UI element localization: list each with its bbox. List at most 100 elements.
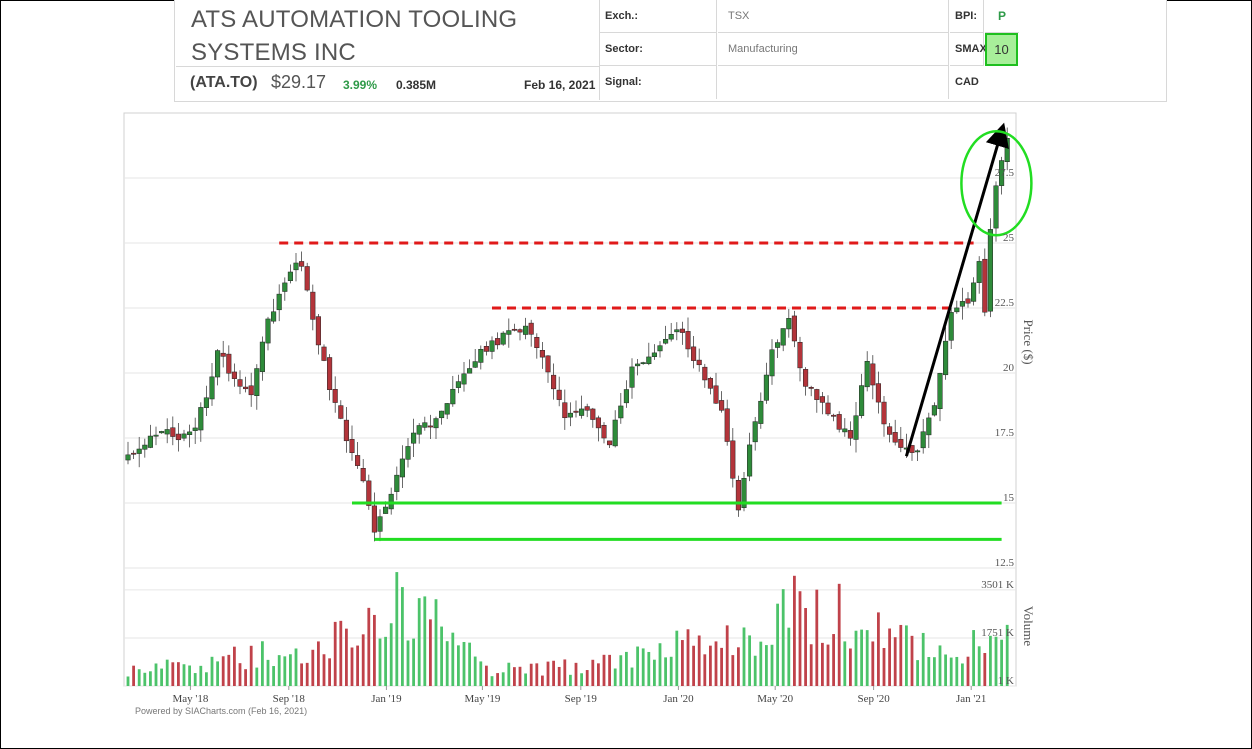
volume-bar xyxy=(787,627,791,686)
candle-body xyxy=(220,352,226,357)
candle-body xyxy=(875,383,881,403)
bpi-value: P xyxy=(985,0,1019,33)
candle-body xyxy=(416,425,422,435)
volume-bar xyxy=(619,655,623,686)
volume-bar xyxy=(266,659,270,686)
volume-bar xyxy=(311,649,315,686)
candle-body xyxy=(892,432,898,443)
candle-body xyxy=(562,402,568,419)
date-tick-label: Sep '19 xyxy=(565,693,598,705)
volume-bar xyxy=(205,672,208,686)
volume-bar xyxy=(513,667,516,686)
price-axis-ticks: 12.5 15 17.5 20 22.5 25 27.5 xyxy=(995,167,1015,569)
volume-bar xyxy=(160,668,163,686)
volume-bar xyxy=(137,669,141,686)
volume-bar xyxy=(815,589,819,686)
candle-body xyxy=(730,440,736,479)
candle-body xyxy=(556,389,562,400)
candle-body xyxy=(590,408,596,420)
candle-body xyxy=(360,468,366,482)
volume-bar xyxy=(597,663,600,686)
candle-body xyxy=(506,330,512,335)
volume-bar xyxy=(468,642,471,686)
volume-bar xyxy=(227,654,231,686)
date-tick-label: Jan '19 xyxy=(371,693,402,705)
volume-bar xyxy=(681,640,684,686)
volume-bar xyxy=(636,646,639,686)
volume-bar xyxy=(709,645,712,686)
volume-bar xyxy=(501,672,505,686)
volume-bar xyxy=(849,648,852,686)
candle-body xyxy=(853,415,859,440)
volume-bar xyxy=(770,644,774,686)
signal-value xyxy=(718,66,949,99)
gridlines xyxy=(124,177,1016,687)
candle-body xyxy=(724,408,730,442)
candle-body xyxy=(752,421,758,443)
candle-body xyxy=(192,427,198,431)
candle-body xyxy=(931,405,937,416)
candle-body xyxy=(523,325,529,335)
volume-bar xyxy=(563,659,567,686)
volume-bar xyxy=(199,665,203,686)
candle-body xyxy=(304,266,310,291)
candle-body xyxy=(265,318,271,344)
volume-bar xyxy=(367,607,371,686)
candle-body xyxy=(203,397,209,408)
volume-bar xyxy=(188,665,191,686)
candle-body xyxy=(467,368,473,374)
candle-body xyxy=(276,293,282,311)
candle-body xyxy=(528,322,534,335)
candle-body xyxy=(685,331,691,350)
candle-body xyxy=(971,282,977,302)
volume-bar xyxy=(417,598,421,686)
volume-tick-label: 3501 K xyxy=(981,579,1014,591)
volume-bar xyxy=(630,667,634,686)
candle-body xyxy=(584,406,590,411)
candle-body xyxy=(371,505,377,533)
volume-bar xyxy=(143,672,147,686)
volume-bar xyxy=(977,646,981,686)
volume-bar xyxy=(647,651,651,686)
candle-body xyxy=(489,340,495,352)
last-price: $29.17 xyxy=(271,72,327,92)
candle-body xyxy=(377,516,383,532)
volume-bar xyxy=(333,621,337,686)
volume-bar xyxy=(165,659,169,686)
candle-body xyxy=(327,357,333,390)
volume-bar xyxy=(395,572,399,686)
volume-bar xyxy=(765,645,768,686)
volume-bar xyxy=(171,662,175,686)
candle-body xyxy=(948,312,954,341)
date-tick-label: Sep '18 xyxy=(273,693,306,705)
candle-body xyxy=(623,389,629,404)
volume-bar xyxy=(860,629,863,686)
candle-body xyxy=(405,446,411,460)
candle-body xyxy=(920,431,926,449)
candle-body xyxy=(595,417,601,429)
candle-body xyxy=(539,350,545,358)
volume-bar xyxy=(961,663,964,686)
candle-body xyxy=(769,349,775,377)
volume-bar xyxy=(490,676,494,686)
candle-body xyxy=(343,419,349,442)
candle-body xyxy=(511,328,517,331)
candle-body xyxy=(959,301,965,307)
candle-body xyxy=(618,405,624,419)
volume-bar xyxy=(580,673,583,686)
candle-body xyxy=(422,422,428,428)
candle-body xyxy=(881,401,887,425)
candle-body xyxy=(954,307,960,313)
volume-bar xyxy=(916,660,919,686)
candle-body xyxy=(394,474,400,492)
candle-body xyxy=(780,328,786,346)
candle-body xyxy=(943,340,949,376)
volume-bar xyxy=(804,608,807,686)
smax-label: SMAX xyxy=(950,33,987,66)
volume-bar xyxy=(955,656,959,686)
candle-body xyxy=(237,379,243,387)
candle-body xyxy=(338,405,344,419)
smax-score-badge: 10 xyxy=(985,33,1018,66)
volume-bar xyxy=(339,620,343,686)
volume-bar xyxy=(457,645,460,686)
